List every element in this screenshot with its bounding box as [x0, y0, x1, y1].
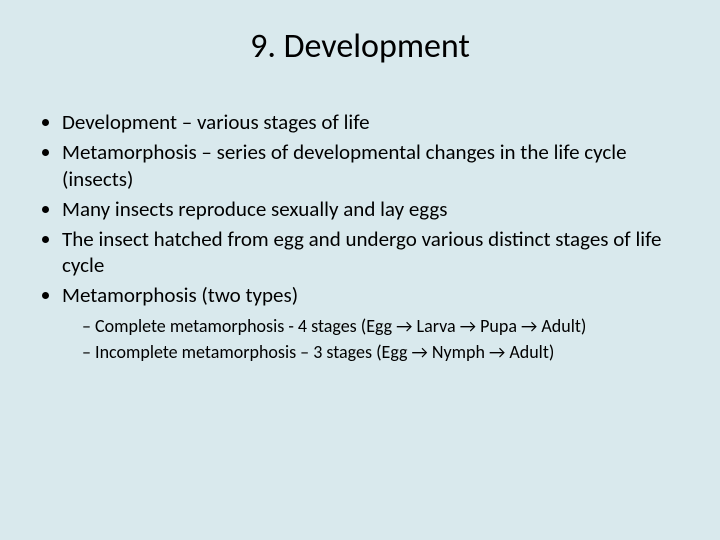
list-item: Metamorphosis – series of developmental …	[62, 139, 692, 193]
bullet-list: Development – various stages of life Met…	[28, 109, 692, 364]
list-item-label: Metamorphosis (two types)	[62, 282, 298, 308]
list-item: The insect hatched from egg and undergo …	[62, 226, 692, 280]
sub-bullet-list: Complete metamorphosis - 4 stages (Egg →…	[62, 315, 692, 364]
list-item: Many insects reproduce sexually and lay …	[62, 196, 692, 223]
list-item: Metamorphosis (two types) Complete metam…	[62, 282, 692, 364]
slide-title: 9. Development	[28, 26, 692, 67]
sub-list-item: Incomplete metamorphosis – 3 stages (Egg…	[82, 341, 692, 364]
sub-list-item: Complete metamorphosis - 4 stages (Egg →…	[82, 315, 692, 338]
list-item: Development – various stages of life	[62, 109, 692, 136]
